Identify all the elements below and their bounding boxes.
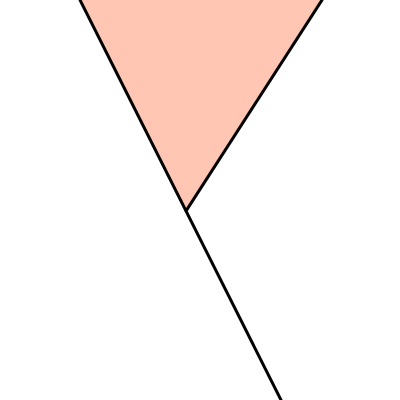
right-diagonal-line	[184, 0, 324, 213]
left-diagonal-line	[78, 0, 283, 400]
filled-triangle-region	[80, 0, 322, 211]
